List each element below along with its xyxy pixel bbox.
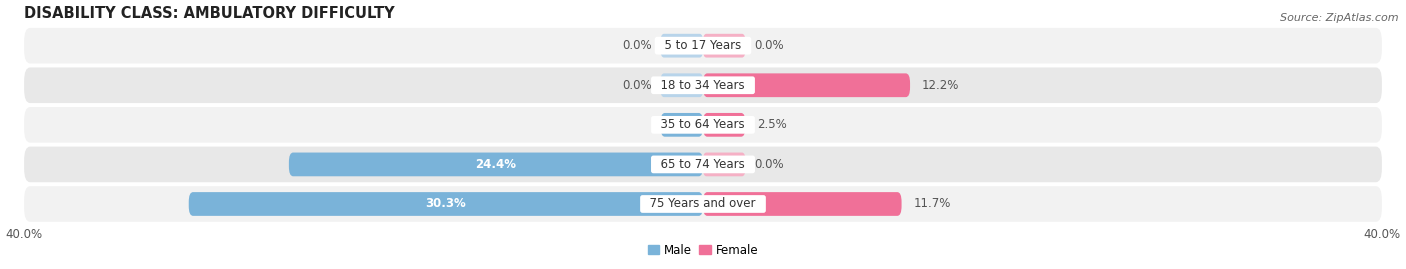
Text: 0.0%: 0.0% xyxy=(754,158,783,171)
Text: 65 to 74 Years: 65 to 74 Years xyxy=(654,158,752,171)
FancyBboxPatch shape xyxy=(703,73,910,97)
Legend: Male, Female: Male, Female xyxy=(643,239,763,261)
Text: 12.2%: 12.2% xyxy=(922,79,959,92)
FancyBboxPatch shape xyxy=(703,113,745,137)
Text: 0.0%: 0.0% xyxy=(623,79,652,92)
FancyBboxPatch shape xyxy=(188,192,703,216)
Text: 2.5%: 2.5% xyxy=(758,118,787,131)
FancyBboxPatch shape xyxy=(703,34,745,58)
Text: 75 Years and over: 75 Years and over xyxy=(643,197,763,210)
FancyBboxPatch shape xyxy=(24,68,1382,103)
FancyBboxPatch shape xyxy=(24,107,1382,143)
Text: 18 to 34 Years: 18 to 34 Years xyxy=(654,79,752,92)
Text: Source: ZipAtlas.com: Source: ZipAtlas.com xyxy=(1281,13,1399,23)
Text: 24.4%: 24.4% xyxy=(475,158,516,171)
Text: 0.0%: 0.0% xyxy=(623,39,652,52)
Text: 35 to 64 Years: 35 to 64 Years xyxy=(654,118,752,131)
FancyBboxPatch shape xyxy=(288,153,703,176)
Text: DISABILITY CLASS: AMBULATORY DIFFICULTY: DISABILITY CLASS: AMBULATORY DIFFICULTY xyxy=(24,6,395,20)
FancyBboxPatch shape xyxy=(24,147,1382,182)
FancyBboxPatch shape xyxy=(24,28,1382,63)
Text: 0.0%: 0.0% xyxy=(754,39,783,52)
Text: 2.5%: 2.5% xyxy=(665,118,699,131)
Text: 30.3%: 30.3% xyxy=(426,197,467,210)
FancyBboxPatch shape xyxy=(661,113,703,137)
FancyBboxPatch shape xyxy=(24,186,1382,222)
Text: 11.7%: 11.7% xyxy=(914,197,950,210)
FancyBboxPatch shape xyxy=(703,192,901,216)
FancyBboxPatch shape xyxy=(661,34,703,58)
Text: 5 to 17 Years: 5 to 17 Years xyxy=(657,39,749,52)
FancyBboxPatch shape xyxy=(703,153,745,176)
FancyBboxPatch shape xyxy=(661,73,703,97)
